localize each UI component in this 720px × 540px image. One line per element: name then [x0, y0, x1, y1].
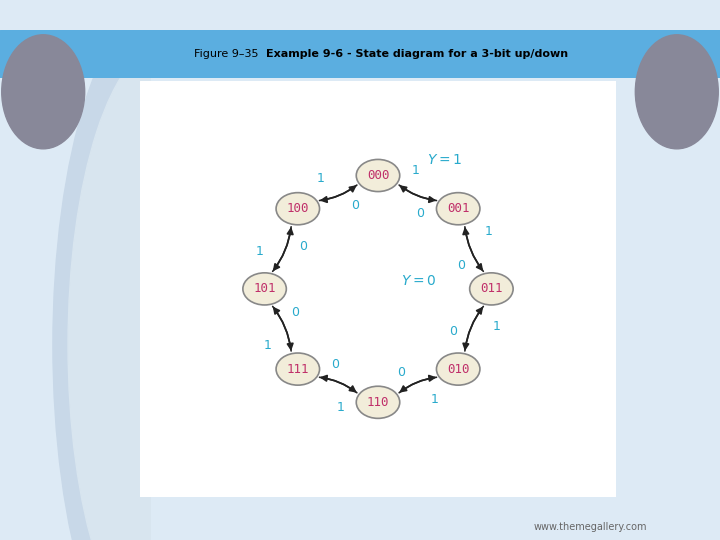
Text: 1: 1: [264, 339, 271, 352]
Text: 011: 011: [480, 282, 503, 295]
Ellipse shape: [469, 273, 513, 305]
Ellipse shape: [243, 273, 287, 305]
Text: 000: 000: [366, 169, 390, 182]
Text: 1: 1: [492, 320, 500, 333]
Text: $\mathit{Y}=1$: $\mathit{Y}=1$: [427, 153, 462, 167]
Text: 101: 101: [253, 282, 276, 295]
Text: 0: 0: [457, 259, 465, 272]
Text: 1: 1: [485, 226, 492, 239]
Text: 0: 0: [449, 325, 457, 338]
Ellipse shape: [436, 193, 480, 225]
Circle shape: [635, 35, 719, 149]
Text: 0: 0: [291, 306, 299, 319]
Text: 1: 1: [336, 401, 344, 414]
Text: Figure 9–35: Figure 9–35: [194, 49, 259, 59]
Text: 0: 0: [416, 207, 425, 220]
Text: 1: 1: [256, 245, 264, 258]
Text: 110: 110: [366, 396, 390, 409]
Text: 0: 0: [331, 357, 340, 371]
Ellipse shape: [436, 353, 480, 385]
Text: 001: 001: [447, 202, 469, 215]
Circle shape: [1, 35, 85, 149]
Text: 0: 0: [299, 240, 307, 253]
Text: 1: 1: [317, 172, 325, 185]
Text: www.themegallery.com: www.themegallery.com: [534, 522, 647, 532]
Text: 1: 1: [431, 393, 439, 406]
Text: 0: 0: [351, 199, 359, 212]
Ellipse shape: [356, 159, 400, 192]
Text: 1: 1: [412, 164, 420, 177]
Ellipse shape: [276, 193, 320, 225]
Circle shape: [68, 43, 265, 540]
Text: Example 9-6 - State diagram for a 3-bit up/down: Example 9-6 - State diagram for a 3-bit …: [266, 49, 569, 59]
Ellipse shape: [356, 386, 400, 418]
Text: $\mathit{Y}=0$: $\mathit{Y}=0$: [400, 274, 436, 288]
Text: 100: 100: [287, 202, 309, 215]
Text: 0: 0: [397, 366, 405, 379]
Text: 010: 010: [447, 362, 469, 376]
Circle shape: [53, 0, 280, 540]
Ellipse shape: [276, 353, 320, 385]
Text: 111: 111: [287, 362, 309, 376]
